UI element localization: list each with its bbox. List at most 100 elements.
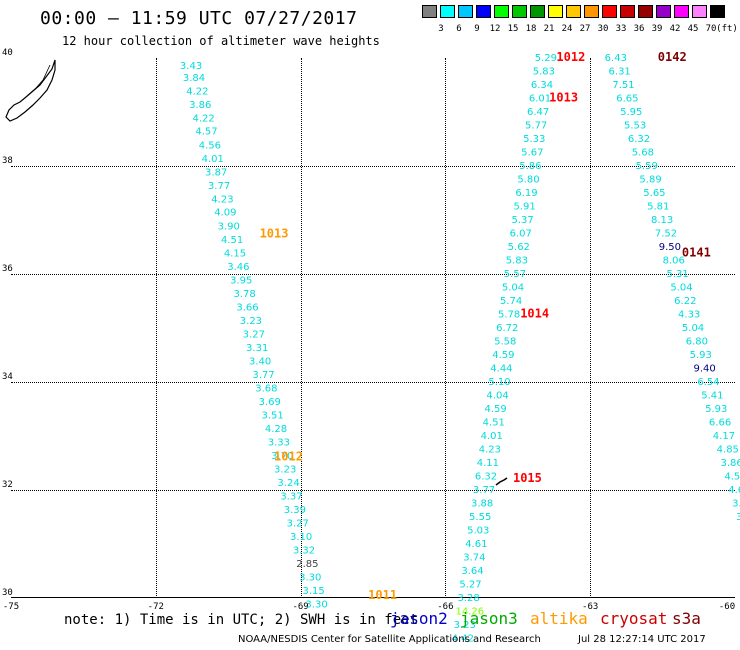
lon-tick-label: -66 (437, 602, 454, 612)
wave-height-label: 5.53 (624, 121, 646, 132)
scale-swatch (692, 5, 707, 18)
wave-height-label: 5.55 (469, 512, 491, 523)
lat-tick-label: 36 (2, 264, 13, 274)
wave-height-label: 3.77 (208, 181, 230, 192)
wave-height-label: 7.52 (655, 229, 677, 240)
wave-height-label: 6.80 (686, 337, 708, 348)
wave-height-label: 3.74 (463, 553, 485, 564)
scale-label: 3 (438, 24, 444, 34)
wave-height-label: 3.23 (454, 620, 476, 631)
wave-height-label: 3.64 (461, 566, 483, 577)
wave-height-label: 4.59 (484, 404, 506, 415)
scale-label: 6 (456, 24, 462, 34)
pass-time-label: 0142 (658, 50, 687, 64)
wave-height-label: 5.03 (467, 526, 489, 537)
wave-height-label: 6.66 (709, 418, 731, 429)
grid-line-lon (445, 58, 447, 598)
wave-height-label: 3.30 (299, 573, 321, 584)
wave-height-label: 5.33 (523, 134, 545, 145)
wave-height-label: 3.57 (732, 499, 740, 510)
wave-height-label: 3.10 (290, 532, 312, 543)
wave-height-label: 3.68 (255, 384, 277, 395)
pass-time-label: 1014 (520, 307, 549, 321)
wave-height-label: 6.34 (531, 80, 553, 91)
wave-height-label: 5.83 (506, 256, 528, 267)
wave-height-label: 5.59 (636, 161, 658, 172)
wave-height-label: 4.33 (678, 310, 700, 321)
scale-swatch (656, 5, 671, 18)
wave-height-label: 4.51 (483, 418, 505, 429)
wave-height-label: 4.59 (492, 350, 514, 361)
wave-height-label: 5.29 (535, 53, 557, 64)
scale-swatch (710, 5, 725, 18)
page-subtitle: 12 hour collection of altimeter wave hei… (62, 34, 380, 48)
wave-height-label: 4.42 (452, 634, 474, 645)
wave-height-label: 3.31 (246, 343, 268, 354)
wave-height-label: 4.58 (724, 472, 740, 483)
wave-height-label: 5.80 (517, 175, 539, 186)
legend-cryosat: cryosat (600, 609, 668, 628)
grid-line-lat (11, 490, 735, 491)
wave-height-label: 3.51 (262, 411, 284, 422)
pass-time-label: 1013 (549, 91, 578, 105)
wave-height-label: 4.01 (481, 431, 503, 442)
wave-height-label: 5.27 (459, 580, 481, 591)
scale-swatch (530, 5, 545, 18)
wave-height-label: 5.74 (500, 296, 522, 307)
scale-label: 18 (525, 24, 537, 34)
wave-height-label: 5.68 (632, 148, 654, 159)
pass-time-label: 1011 (368, 588, 397, 602)
wave-height-label: 3.86 (189, 100, 211, 111)
wave-height-label: 5.62 (508, 242, 530, 253)
wave-height-label: 3.84 (183, 73, 205, 84)
wave-height-label: 6.19 (515, 188, 537, 199)
wave-height-label: 5.78 (498, 310, 520, 321)
scale-unit: (ft) (716, 24, 738, 34)
wave-height-label: 5.77 (525, 121, 547, 132)
scale-swatch (620, 5, 635, 18)
wave-height-label: 3.27 (287, 519, 309, 530)
pass-time-label: 1015 (513, 471, 542, 485)
wave-height-label: 8.13 (651, 215, 673, 226)
legend-s3a: s3a (672, 609, 701, 628)
wave-height-label: 3.46 (227, 262, 249, 273)
wave-height-label: 5.41 (701, 391, 723, 402)
wave-height-label: 3.33 (268, 438, 290, 449)
pass-time-label: 1013 (260, 226, 289, 240)
wave-height-label: 3.39 (284, 505, 306, 516)
wave-height-label: 3.30 (305, 600, 327, 611)
wave-height-label: 6.54 (697, 377, 719, 388)
wave-height-label: 6.22 (674, 296, 696, 307)
scale-swatch (458, 5, 473, 18)
legend-jason3: jason3 (460, 609, 518, 628)
wave-height-label: 3.70 (271, 451, 293, 462)
wave-height-label: 4.28 (265, 424, 287, 435)
wave-height-label: 3.40 (249, 357, 271, 368)
wave-height-label: 3.37 (280, 492, 302, 503)
grid-line-lon (155, 58, 157, 598)
wave-height-label: 5.81 (647, 202, 669, 213)
wave-height-label: 5.04 (682, 323, 704, 334)
wave-height-label: 3.66 (236, 303, 258, 314)
wave-height-label: 5.65 (643, 188, 665, 199)
wave-height-label: 2.85 (296, 559, 318, 570)
generated-timestamp: Jul 28 12:27:14 UTC 2017 (578, 634, 706, 645)
scale-label: 30 (597, 24, 609, 34)
wave-height-label: 3.15 (303, 586, 325, 597)
wave-height-label: 4.23 (211, 195, 233, 206)
wave-height-label: 4.85 (717, 445, 739, 456)
scale-label: 15 (507, 24, 519, 34)
lat-tick-label: 38 (2, 156, 13, 166)
scale-swatch (422, 5, 437, 18)
wave-height-label: 6.07 (510, 229, 532, 240)
wave-height-label: 4.15 (224, 249, 246, 260)
legend-jason2: jason2 (390, 609, 448, 628)
wave-height-label: 4.44 (490, 364, 512, 375)
scale-swatch (512, 5, 527, 18)
wave-height-label: 7.51 (612, 80, 634, 91)
scale-swatch (674, 5, 689, 18)
wave-height-label: 6.72 (496, 323, 518, 334)
island-outline (495, 477, 508, 486)
wave-height-label: 3.27 (243, 330, 265, 341)
lon-tick-label: -69 (292, 602, 309, 612)
